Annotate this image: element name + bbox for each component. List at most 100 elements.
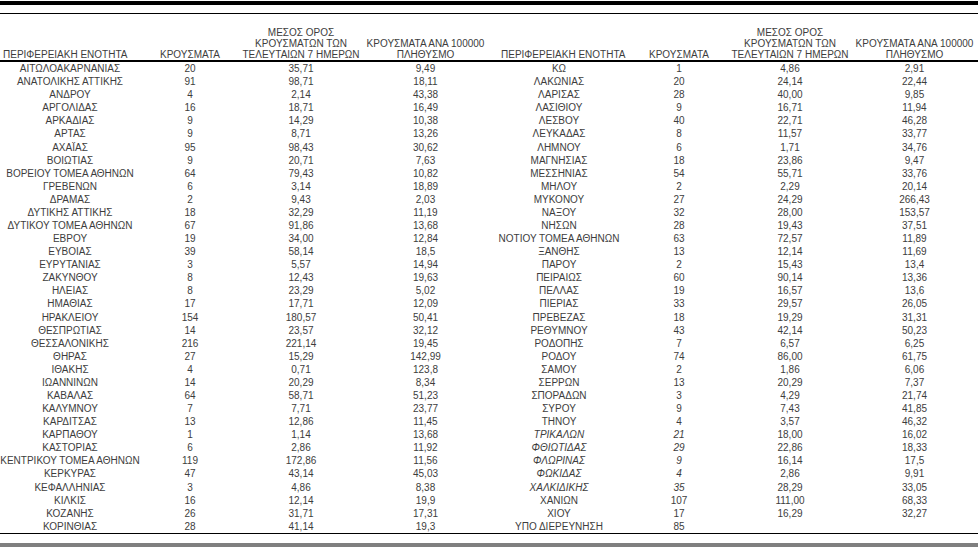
avg7-cell-left: 20,29 [240,376,362,389]
cases-cell-left: 28 [140,520,240,534]
header-region-right-label: ΠΕΡΙΦΕΡΕΙΑΚΗ ΕΝΟΤΗΤΑ [501,49,629,60]
per100k-cell-right: 46,32 [851,415,978,428]
per100k-cell-left: 9,49 [362,61,489,75]
per100k-cell-right: 16,02 [851,428,978,441]
avg7-cell-left: 0,71 [240,363,362,376]
per100k-cell-right: 17,5 [851,454,978,467]
header-row: ΠΕΡΙΦΕΡΕΙΑΚΗ ΕΝΟΤΗΤΑ ΚΡΟΥΣΜΑΤΑ ΜΕΣΟΣ ΟΡΟ… [0,14,978,62]
region-cell-left: ΑΡΤΑΣ [0,127,140,140]
region-cell-left: ΔΥΤΙΚΗΣ ΑΤΤΙΚΗΣ [0,206,140,219]
per100k-cell-left: 19,9 [362,494,489,507]
region-cell-right: ΣΕΡΡΩΝ [489,376,629,389]
table-row: ΗΡΑΚΛΕΙΟΥ 154 180,57 50,41 ΠΡΕΒΕΖΑΣ 18 1… [0,310,978,323]
table-row: ΘΗΡΑΣ 27 15,29 142,99 ΡΟΔΟΥ 74 86,00 61,… [0,350,978,363]
per100k-cell-right: 20,14 [851,180,978,193]
region-cell-left: ΑΙΤΩΛΟΑΚΑΡΝΑΝΙΑΣ [0,61,140,75]
region-cell-left: ΚΕΝΤΡΙΚΟΥ ΤΟΜΕΑ ΑΘΗΝΩΝ [0,454,140,467]
cases-cell-left: 13 [140,415,240,428]
avg7-cell-right: 24,14 [729,75,851,88]
cases-cell-left: 17 [140,297,240,310]
cases-cell-right: 20 [629,75,729,88]
region-cell-left: ΑΝΔΡΟΥ [0,88,140,101]
cases-cell-left: 91 [140,75,240,88]
per100k-cell-right: 7,37 [851,376,978,389]
header-avg7-left: ΜΕΣΟΣ ΟΡΟΣ ΚΡΟΥΣΜΑΤΩΝ ΤΩΝ ΤΕΛΕΥΤΑΙΩΝ 7 Η… [240,14,362,62]
region-cell-right: ΛΑΡΙΣΑΣ [489,88,629,101]
per100k-cell-left: 13,26 [362,127,489,140]
header-per100k-left: ΚΡΟΥΣΜΑΤΑ ΑΝΑ 100000 ΠΛΗΘΥΣΜΟ [362,14,489,62]
per100k-cell-right: 33,77 [851,127,978,140]
avg7-cell-right: 4,29 [729,389,851,402]
per100k-cell-right: 2,91 [851,61,978,75]
region-cell-left: ΔΡΑΜΑΣ [0,193,140,206]
cases-cell-left: 4 [140,363,240,376]
cases-cell-right: 35 [629,481,729,494]
per100k-cell-left: 7,63 [362,154,489,167]
avg7-cell-right: 20,29 [729,376,851,389]
per100k-cell-right: 13,36 [851,271,978,284]
table-row: ΑΡΤΑΣ 9 8,71 13,26 ΛΕΥΚΑΔΑΣ 8 11,57 33,7… [0,127,978,140]
table-row: ΘΕΣΣΑΛΟΝΙΚΗΣ 216 221,14 19,45 ΡΟΔΟΠΗΣ 7 … [0,337,978,350]
per100k-cell-right: 9,91 [851,467,978,480]
table-row: ΔΡΑΜΑΣ 2 9,43 2,03 ΜΥΚΟΝΟΥ 27 24,29 266,… [0,193,978,206]
avg7-cell-left: 32,29 [240,206,362,219]
cases-cell-right: 32 [629,206,729,219]
per100k-cell-left: 18,89 [362,180,489,193]
avg7-cell-left: 98,43 [240,140,362,153]
cases-cell-left: 2 [140,193,240,206]
avg7-cell-left: 172,86 [240,454,362,467]
region-cell-left: ΒΟΙΩΤΙΑΣ [0,154,140,167]
cases-cell-right: 43 [629,324,729,337]
cases-cell-right: 13 [629,245,729,258]
regional-cases-table: ΠΕΡΙΦΕΡΕΙΑΚΗ ΕΝΟΤΗΤΑ ΚΡΟΥΣΜΑΤΑ ΜΕΣΟΣ ΟΡΟ… [0,13,978,534]
region-cell-left: ΚΑΡΠΑΘΟΥ [0,428,140,441]
cases-cell-left: 64 [140,389,240,402]
avg7-cell-right: 40,00 [729,88,851,101]
header-avg7-right-line1: ΜΕΣΟΣ ΟΡΟΣ [729,27,851,38]
avg7-cell-left: 180,57 [240,310,362,323]
cases-cell-right: 2 [629,258,729,271]
avg7-cell-right: 90,14 [729,271,851,284]
table-row: ΚΑΡΔΙΤΣΑΣ 13 12,86 11,45 ΤΗΝΟΥ 4 3,57 46… [0,415,978,428]
per100k-cell-right: 26,05 [851,297,978,310]
per100k-cell-left: 30,62 [362,140,489,153]
avg7-cell-left: 14,29 [240,114,362,127]
avg7-cell-left: 91,86 [240,219,362,232]
avg7-cell-right: 3,57 [729,415,851,428]
avg7-cell-right: 16,71 [729,101,851,114]
per100k-cell-left: 16,49 [362,101,489,114]
region-cell-right: ΥΠΟ ΔΙΕΡΕΥΝΗΣΗ [489,520,629,534]
table-row: ΚΑΛΥΜΝΟΥ 7 7,71 23,77 ΣΥΡΟΥ 9 7,43 41,85 [0,402,978,415]
table-row: ΑΙΤΩΛΟΑΚΑΡΝΑΝΙΑΣ 20 35,71 9,49 ΚΩ 1 4,86… [0,61,978,75]
region-cell-right: ΜΑΓΝΗΣΙΑΣ [489,154,629,167]
per100k-cell-right: 68,33 [851,494,978,507]
per100k-cell-left: 18,11 [362,75,489,88]
per100k-cell-right [851,520,978,534]
cases-cell-right: 40 [629,114,729,127]
table-row: ΚΕΦΑΛΛΗΝΙΑΣ 3 4,86 8,38 ΧΑΛΚΙΔΙΚΗΣ 35 28… [0,481,978,494]
avg7-cell-right: 72,57 [729,232,851,245]
header-cases-right: ΚΡΟΥΣΜΑΤΑ [629,14,729,62]
region-cell-right: ΝΑΞΟΥ [489,206,629,219]
region-cell-right: ΞΑΝΘΗΣ [489,245,629,258]
cases-cell-right: 4 [629,415,729,428]
cases-cell-right: 74 [629,350,729,363]
cases-cell-right: 54 [629,167,729,180]
table-row: ΗΜΑΘΙΑΣ 17 17,71 12,09 ΠΙΕΡΙΑΣ 33 29,57 … [0,297,978,310]
region-cell-left: ΚΑΒΑΛΑΣ [0,389,140,402]
region-cell-left: ΗΡΑΚΛΕΙΟΥ [0,310,140,323]
avg7-cell-right: 86,00 [729,350,851,363]
cases-cell-left: 14 [140,324,240,337]
table-row: ΔΥΤΙΚΟΥ ΤΟΜΕΑ ΑΘΗΝΩΝ 67 91,86 13,68 ΝΗΣΩ… [0,219,978,232]
cases-cell-right: 85 [629,520,729,534]
cases-cell-left: 9 [140,114,240,127]
bottom-thick-rule [0,543,978,547]
region-cell-right: ΠΡΕΒΕΖΑΣ [489,310,629,323]
per100k-cell-left: 23,77 [362,402,489,415]
table-row: ΚΕΡΚΥΡΑΣ 47 43,14 45,03 ΦΩΚΙΔΑΣ 4 2,86 9… [0,467,978,480]
header-region-left-label: ΠΕΡΙΦΕΡΕΙΑΚΗ ΕΝΟΤΗΤΑ [3,49,140,60]
region-cell-right: ΦΘΙΩΤΙΔΑΣ [489,441,629,454]
cases-cell-right: 9 [629,402,729,415]
per100k-cell-right: 266,43 [851,193,978,206]
region-cell-left: ΑΝΑΤΟΛΙΚΗΣ ΑΤΤΙΚΗΣ [0,75,140,88]
